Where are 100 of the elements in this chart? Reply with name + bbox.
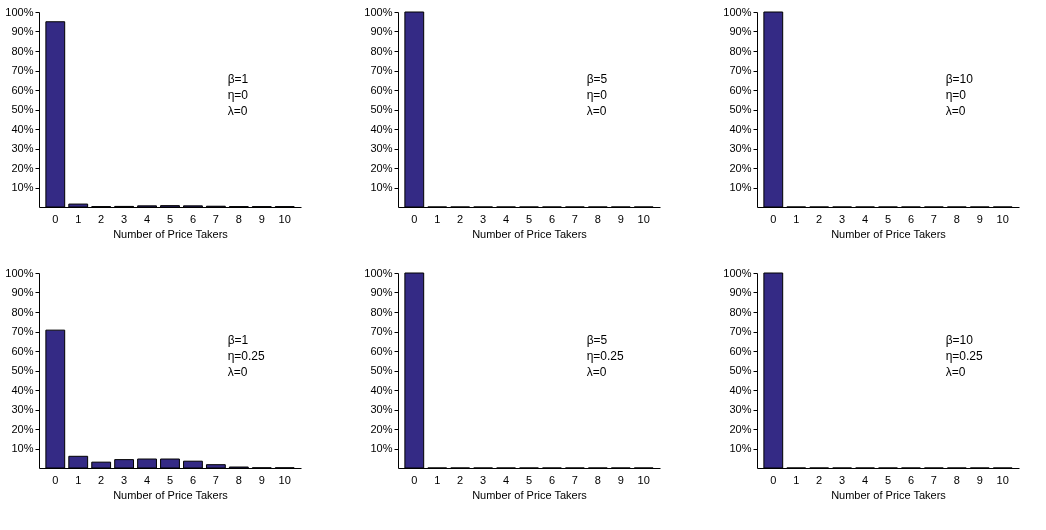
y-tick-label: 70% bbox=[11, 64, 34, 76]
x-tick-label: 9 bbox=[258, 473, 265, 486]
y-tick-label: 10% bbox=[11, 181, 34, 193]
x-tick-label: 4 bbox=[144, 473, 151, 486]
x-tick-label: 4 bbox=[862, 212, 869, 225]
y-tick-label: 70% bbox=[370, 64, 393, 76]
annotation: η=0 bbox=[586, 87, 608, 102]
x-tick-label: 5 bbox=[166, 212, 174, 225]
x-tick-label: 1 bbox=[75, 212, 82, 225]
y-tick-label: 40% bbox=[11, 383, 34, 396]
y-tick-label: 10% bbox=[370, 181, 393, 193]
x-tick-label: 7 bbox=[930, 473, 937, 486]
x-tick-label: 8 bbox=[235, 212, 242, 225]
y-tick-label: 20% bbox=[370, 422, 393, 435]
y-tick-label: 50% bbox=[729, 364, 752, 376]
x-axis-title: Number of Price Takers bbox=[831, 488, 947, 501]
annotation: λ=0 bbox=[227, 103, 248, 118]
x-tick-label: 3 bbox=[121, 212, 128, 225]
y-tick-label: 80% bbox=[11, 44, 34, 57]
x-tick-label: 6 bbox=[548, 212, 555, 225]
x-axis-title: Number of Price Takers bbox=[113, 227, 229, 240]
annotation: η=0.25 bbox=[945, 348, 983, 363]
x-tick-label: 0 bbox=[52, 212, 59, 225]
x-tick-label: 3 bbox=[480, 212, 487, 225]
annotation: λ=0 bbox=[586, 103, 607, 118]
y-tick-label: 30% bbox=[729, 142, 752, 154]
x-tick-label: 9 bbox=[617, 473, 624, 486]
y-tick-label: 90% bbox=[11, 286, 34, 298]
y-tick-label: 50% bbox=[11, 364, 34, 376]
y-tick-label: 30% bbox=[11, 142, 34, 154]
y-tick-label: 100% bbox=[364, 5, 393, 18]
x-tick-label: 0 bbox=[770, 212, 777, 225]
y-tick-label: 20% bbox=[11, 161, 34, 174]
annotation: η=0.25 bbox=[586, 348, 624, 363]
x-tick-label: 10 bbox=[996, 473, 1009, 486]
x-tick-label: 10 bbox=[637, 473, 650, 486]
y-tick-label: 20% bbox=[729, 161, 752, 174]
y-tick-label: 80% bbox=[370, 44, 393, 57]
y-tick-label: 60% bbox=[729, 83, 752, 96]
y-tick-label: 60% bbox=[729, 344, 752, 357]
y-tick-label: 100% bbox=[723, 5, 752, 18]
annotation: β=10 bbox=[945, 71, 974, 86]
x-tick-label: 8 bbox=[953, 212, 960, 225]
y-tick-label: 20% bbox=[729, 422, 752, 435]
y-tick-label: 100% bbox=[5, 5, 34, 18]
y-tick-label: 60% bbox=[11, 344, 34, 357]
y-tick-label: 70% bbox=[729, 64, 752, 76]
y-tick-label: 10% bbox=[729, 181, 752, 193]
x-tick-label: 6 bbox=[907, 473, 914, 486]
annotation: β=5 bbox=[586, 332, 608, 347]
x-tick-label: 1 bbox=[75, 473, 82, 486]
x-tick-label: 7 bbox=[212, 473, 219, 486]
x-tick-label: 1 bbox=[434, 473, 441, 486]
annotation: η=0 bbox=[945, 87, 967, 102]
y-tick-label: 40% bbox=[370, 122, 393, 135]
y-tick-label: 30% bbox=[11, 403, 34, 415]
x-tick-label: 10 bbox=[278, 473, 291, 486]
annotation: β=1 bbox=[227, 332, 249, 347]
x-tick-label: 5 bbox=[884, 473, 892, 486]
x-tick-label: 2 bbox=[816, 473, 823, 486]
x-tick-label: 6 bbox=[548, 473, 555, 486]
y-tick-label: 60% bbox=[11, 83, 34, 96]
x-tick-label: 8 bbox=[953, 473, 960, 486]
annotation: λ=0 bbox=[586, 364, 607, 379]
y-tick-label: 40% bbox=[729, 122, 752, 135]
annotation: η=0.25 bbox=[227, 348, 265, 363]
annotation: λ=0 bbox=[227, 364, 248, 379]
y-tick-label: 90% bbox=[11, 25, 34, 37]
x-tick-label: 9 bbox=[976, 473, 983, 486]
x-tick-label: 9 bbox=[258, 212, 265, 225]
x-tick-label: 10 bbox=[278, 212, 291, 225]
x-tick-label: 7 bbox=[571, 473, 578, 486]
x-tick-label: 1 bbox=[434, 212, 441, 225]
annotation: η=0 bbox=[227, 87, 249, 102]
x-tick-label: 2 bbox=[457, 473, 464, 486]
y-tick-label: 30% bbox=[370, 403, 393, 415]
annotation: β=5 bbox=[586, 71, 608, 86]
y-tick-label: 50% bbox=[729, 103, 752, 115]
x-tick-label: 4 bbox=[503, 212, 510, 225]
annotation: λ=0 bbox=[945, 364, 966, 379]
y-tick-label: 90% bbox=[370, 286, 393, 298]
x-tick-label: 0 bbox=[770, 473, 777, 486]
y-tick-label: 90% bbox=[729, 25, 752, 37]
y-tick-label: 90% bbox=[729, 286, 752, 298]
y-tick-label: 30% bbox=[729, 403, 752, 415]
x-tick-label: 7 bbox=[212, 212, 219, 225]
x-tick-label: 10 bbox=[637, 212, 650, 225]
x-tick-label: 9 bbox=[617, 212, 624, 225]
y-tick-label: 100% bbox=[364, 266, 393, 279]
y-tick-label: 10% bbox=[729, 442, 752, 454]
y-tick-label: 80% bbox=[729, 44, 752, 57]
x-tick-label: 8 bbox=[594, 473, 601, 486]
x-tick-label: 2 bbox=[457, 212, 464, 225]
y-tick-label: 20% bbox=[11, 422, 34, 435]
x-tick-label: 2 bbox=[98, 212, 105, 225]
y-tick-label: 70% bbox=[11, 325, 34, 337]
x-tick-label: 5 bbox=[525, 473, 533, 486]
x-axis-title: Number of Price Takers bbox=[472, 488, 588, 501]
x-tick-label: 4 bbox=[144, 212, 151, 225]
y-tick-label: 70% bbox=[370, 325, 393, 337]
